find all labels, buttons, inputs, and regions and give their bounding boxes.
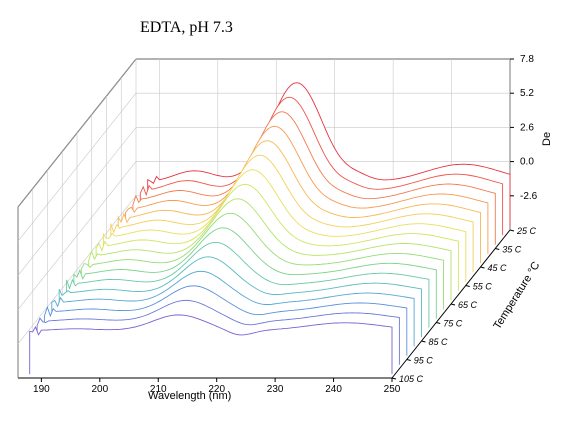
- series-line: [29, 314, 393, 375]
- z-tick-label: 35 C: [502, 245, 522, 255]
- z-tick-mark: [406, 359, 411, 361]
- z-tick-label: 55 C: [473, 282, 493, 292]
- x-tick-label: 190: [33, 384, 50, 395]
- z-tick-label: 65 C: [458, 300, 478, 310]
- x-tick-label: 250: [384, 384, 401, 395]
- z-tick-mark: [509, 229, 515, 232]
- z-tick-label: 95 C: [414, 356, 434, 366]
- z-tick-label: 45 C: [488, 263, 508, 273]
- y-tick-label: 2.6: [520, 122, 534, 133]
- y-axis-ticks: 7.8 5.2 2.6 0.0 -2.6: [510, 54, 538, 202]
- x-axis-label: Wavelength (nm): [148, 390, 231, 402]
- z-tick-mark: [391, 377, 397, 380]
- y-tick-label: -2.6: [520, 191, 538, 202]
- z-tick-label: 75 C: [443, 319, 463, 329]
- z-tick-label: 25 C: [516, 226, 537, 236]
- x-tick-label: 240: [325, 384, 342, 395]
- z-tick-label: 85 C: [429, 337, 449, 347]
- y-tick-label: 5.2: [520, 88, 534, 99]
- z-axis-ticks: 25 C 35 C 45 C 55 C 65 C 75 C 85 C 95 C 105 C: [391, 226, 537, 384]
- x-axis-ticks: 190 200 210 220 230 240 250: [33, 378, 401, 395]
- x-tick-label: 200: [91, 384, 108, 395]
- x-tick-label: 220: [208, 384, 225, 395]
- z-tick-mark: [480, 266, 485, 269]
- z-tick-mark: [495, 248, 500, 250]
- x-tick-label: 210: [150, 384, 167, 395]
- z-tick-mark: [421, 340, 426, 343]
- z-tick-mark: [450, 303, 456, 306]
- series-curves: [29, 82, 511, 375]
- z-tick-mark: [465, 285, 470, 287]
- z-tick-mark: [436, 322, 441, 324]
- chart-title: EDTA, pH 7.3: [140, 19, 233, 36]
- y-axis-label: De: [541, 132, 553, 146]
- x-tick-label: 230: [267, 384, 284, 395]
- y-tick-label: 0.0: [520, 157, 534, 168]
- z-tick-label: 105 C: [399, 374, 424, 384]
- y-tick-label: 7.8: [520, 54, 534, 65]
